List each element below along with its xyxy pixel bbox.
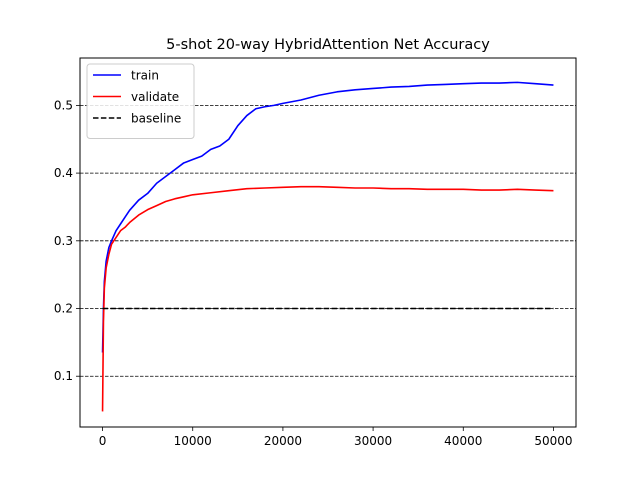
series-layer [101,81,554,412]
x-tick-label: 50000 [534,434,572,448]
axis-layer: 0.1 0.2 0.3 0.4 0.5 0 10000 20000 30000 40000 5000… [54,98,573,448]
plot-frame [79,57,577,428]
legend-box [86,63,195,139]
x-tick-label: 30000 [354,434,392,448]
x-tick-label: 20000 [264,434,302,448]
y-tick-label: 0.2 [54,302,73,316]
chart-title: 5-shot 20-way HybridAttention Net Accura… [166,37,490,53]
legend-label-validate: validate [131,90,179,104]
legend-label-baseline: baseline [131,112,181,126]
y-tick-label: 0.1 [54,369,73,383]
y-tick-label: 0.3 [54,234,73,248]
series-line-train [101,81,554,353]
x-tick-label: 40000 [444,434,482,448]
series-line-validate [101,185,554,412]
y-tick-label: 0.5 [54,98,73,112]
legend-label-train: train [131,69,159,83]
x-tick-label: 10000 [174,434,212,448]
legend: train validate baseline [86,63,195,139]
y-tick-label: 0.4 [54,166,73,180]
x-tick-label: 0 [99,434,107,448]
